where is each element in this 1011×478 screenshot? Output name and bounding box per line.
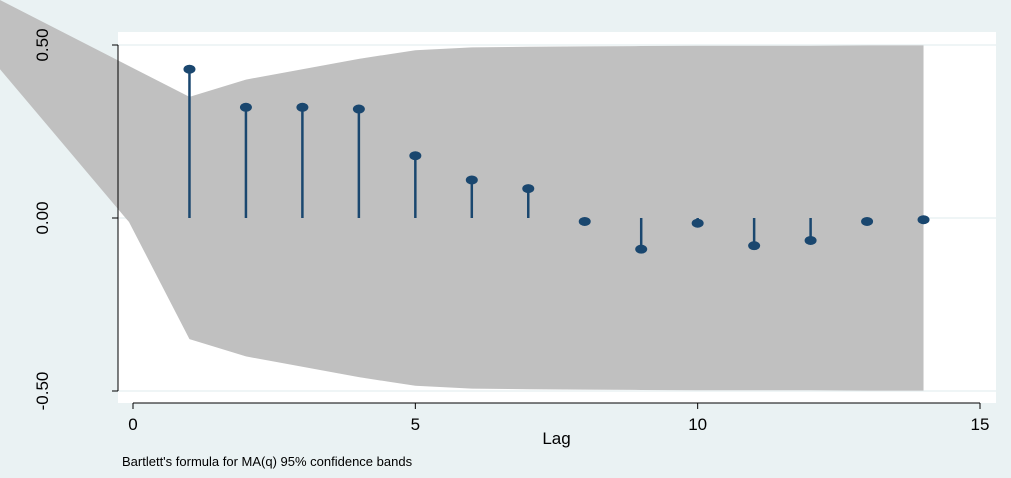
data-point — [239, 102, 252, 112]
confidence-band — [0, 0, 924, 391]
data-point — [578, 216, 591, 226]
data-point — [522, 184, 535, 194]
points — [183, 64, 930, 254]
data-point — [748, 241, 761, 251]
x-ticks: 0 5 10 15 — [128, 403, 989, 434]
data-point — [409, 151, 422, 161]
y-ticks: -0.50 0.00 0.50 — [33, 28, 118, 410]
data-point — [861, 216, 874, 226]
x-axis-title: Lag — [542, 429, 570, 448]
data-point — [296, 102, 309, 112]
footnote: Bartlett's formula for MA(q) 95% confide… — [122, 454, 413, 469]
data-point — [465, 175, 478, 185]
x-tick-label: 5 — [411, 415, 420, 434]
y-tick-label: 0.50 — [33, 28, 52, 61]
data-point — [804, 235, 817, 245]
y-tick-label: 0.00 — [33, 201, 52, 234]
x-tick-label: 10 — [688, 415, 707, 434]
y-tick-label: -0.50 — [33, 372, 52, 411]
data-point — [352, 104, 365, 114]
x-tick-label: 15 — [971, 415, 990, 434]
stems — [188, 69, 925, 250]
data-point — [183, 64, 196, 74]
data-point — [691, 218, 704, 228]
x-tick-label: 0 — [128, 415, 137, 434]
data-point — [635, 244, 648, 254]
data-point — [917, 215, 930, 225]
